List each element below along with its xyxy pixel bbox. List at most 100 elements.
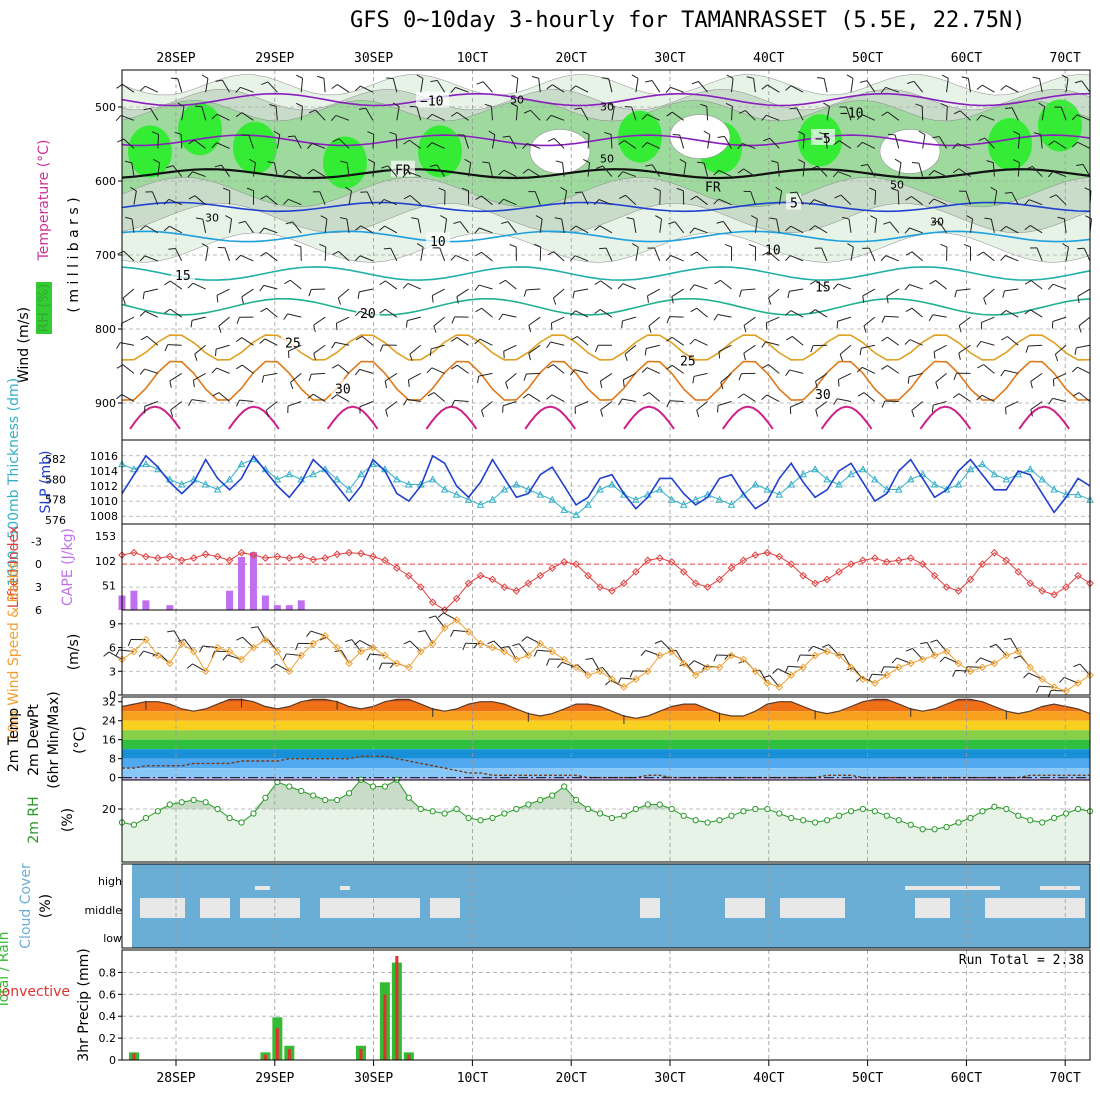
wind-barb-flag: [762, 364, 769, 369]
wind-barb: [151, 191, 159, 205]
wind-barb-flag: [619, 194, 626, 199]
wind-barb-flag: [236, 317, 240, 324]
wind-barb-flag: [523, 373, 527, 381]
isotherm-35: [820, 405, 873, 430]
wind-speed-point: [655, 651, 664, 660]
thickness-tick-label: 580: [45, 473, 66, 486]
wind-barb: [252, 162, 256, 177]
high-cloud-block: [1040, 886, 1080, 890]
isotherm-35: [623, 405, 675, 430]
wind-barb-flag: [593, 199, 600, 206]
wind-barb-flag: [354, 85, 361, 92]
high-cloud-block: [905, 886, 1000, 890]
thickness-tick-label: 582: [45, 453, 66, 466]
temp-tick-label: 16: [102, 734, 116, 747]
thickness-point: [201, 480, 210, 488]
wind-barb: [1077, 141, 1091, 149]
rh-point: [166, 801, 173, 808]
wind-barb-flag: [358, 107, 366, 110]
wind-barb: [479, 338, 493, 346]
wind-speed-point: [1014, 647, 1023, 656]
wind-barb: [993, 190, 998, 205]
wind-barb: [324, 246, 327, 261]
wind-barb-flag: [622, 379, 625, 387]
wind-barb: [837, 398, 852, 403]
contour-label-bg: [426, 232, 450, 249]
wind-barb-flag: [170, 409, 174, 417]
lifted-index-point: [859, 556, 867, 565]
surface-wind-barb-flag: [186, 663, 193, 669]
wind-barb-flag: [737, 143, 743, 150]
wind-barb-flag: [429, 164, 438, 167]
wind-barb: [133, 190, 137, 205]
wind-barb-flag: [846, 74, 854, 79]
wind-barb-flag: [870, 215, 877, 220]
wind-barb-flag: [595, 345, 599, 353]
rh-point: [847, 808, 855, 815]
rh-point: [381, 783, 389, 790]
wind-barb-flag: [621, 320, 623, 328]
wind-barb: [491, 134, 496, 149]
wind-barb: [1017, 134, 1021, 149]
wind-barb-flag: [1025, 165, 1033, 170]
wind-barb: [360, 85, 374, 93]
surface-wind-barb-flag: [654, 640, 662, 644]
wind-barb-flag: [624, 354, 628, 361]
wind-barb: [224, 247, 231, 262]
wind-barb: [1041, 106, 1046, 121]
wind-barb: [359, 255, 374, 262]
wind-barb-flag: [881, 336, 888, 342]
thickness-point: [237, 460, 246, 468]
wind-barb: [600, 372, 613, 382]
wind-barb-flag: [381, 165, 389, 169]
thickness-point: [715, 495, 724, 503]
surface-wind-barb-flag: [378, 662, 383, 670]
rh-point: [489, 814, 496, 822]
wind-barb-flag: [1047, 283, 1054, 290]
wind-barb: [1040, 134, 1043, 149]
lifted-index-point: [201, 550, 210, 559]
contour-label-thirty-2: 30: [815, 388, 831, 403]
surface-wind-barb-flag: [138, 650, 144, 657]
wind-barb-flag: [648, 325, 652, 333]
thickness-point: [918, 470, 927, 478]
wind-barb: [670, 255, 684, 262]
wind-barb: [202, 218, 207, 233]
temperature-color-band: [122, 739, 1090, 750]
wind-barb-flag: [832, 171, 839, 178]
lifted-index-point: [177, 556, 186, 565]
temperature-color-band: [122, 768, 1090, 778]
rh2m-axis-label: 2m RH: [26, 796, 42, 843]
wind-barb: [671, 336, 684, 346]
precip-unit-axis-label: 3hr Precip (mm): [76, 948, 92, 1061]
wind-barb: [144, 288, 158, 293]
wind-barb-flag: [528, 325, 532, 333]
rh-point: [441, 810, 448, 817]
wind-barb: [481, 307, 493, 318]
wind-barb: [911, 251, 924, 262]
wind-barb: [922, 134, 926, 149]
wind-barb: [384, 372, 398, 382]
wind-barb-flag: [523, 109, 531, 114]
wind-barb: [241, 337, 254, 346]
lifted-index-point: [703, 583, 712, 591]
wind-barb: [526, 288, 541, 291]
wind-barb-flag: [676, 187, 684, 192]
wind-barb: [409, 195, 422, 206]
wind-barb-flag: [647, 295, 649, 303]
wind-barb-flag: [918, 130, 926, 136]
wind-barb-flag: [273, 130, 280, 136]
wind-barb: [216, 367, 230, 374]
wind-barb-flag: [953, 373, 957, 381]
lifted-index-point: [978, 560, 987, 569]
wind-barb: [817, 165, 828, 177]
wind-barb-flag: [703, 130, 711, 136]
wind-barb: [753, 78, 756, 93]
wind-barb: [913, 80, 924, 93]
wind-speed-point: [249, 643, 258, 652]
wind-barb-flag: [785, 85, 792, 91]
wind-barb: [550, 114, 565, 121]
wind-barb: [192, 282, 206, 290]
wind-barb-flag: [1024, 199, 1030, 206]
wind-barb: [580, 107, 589, 121]
